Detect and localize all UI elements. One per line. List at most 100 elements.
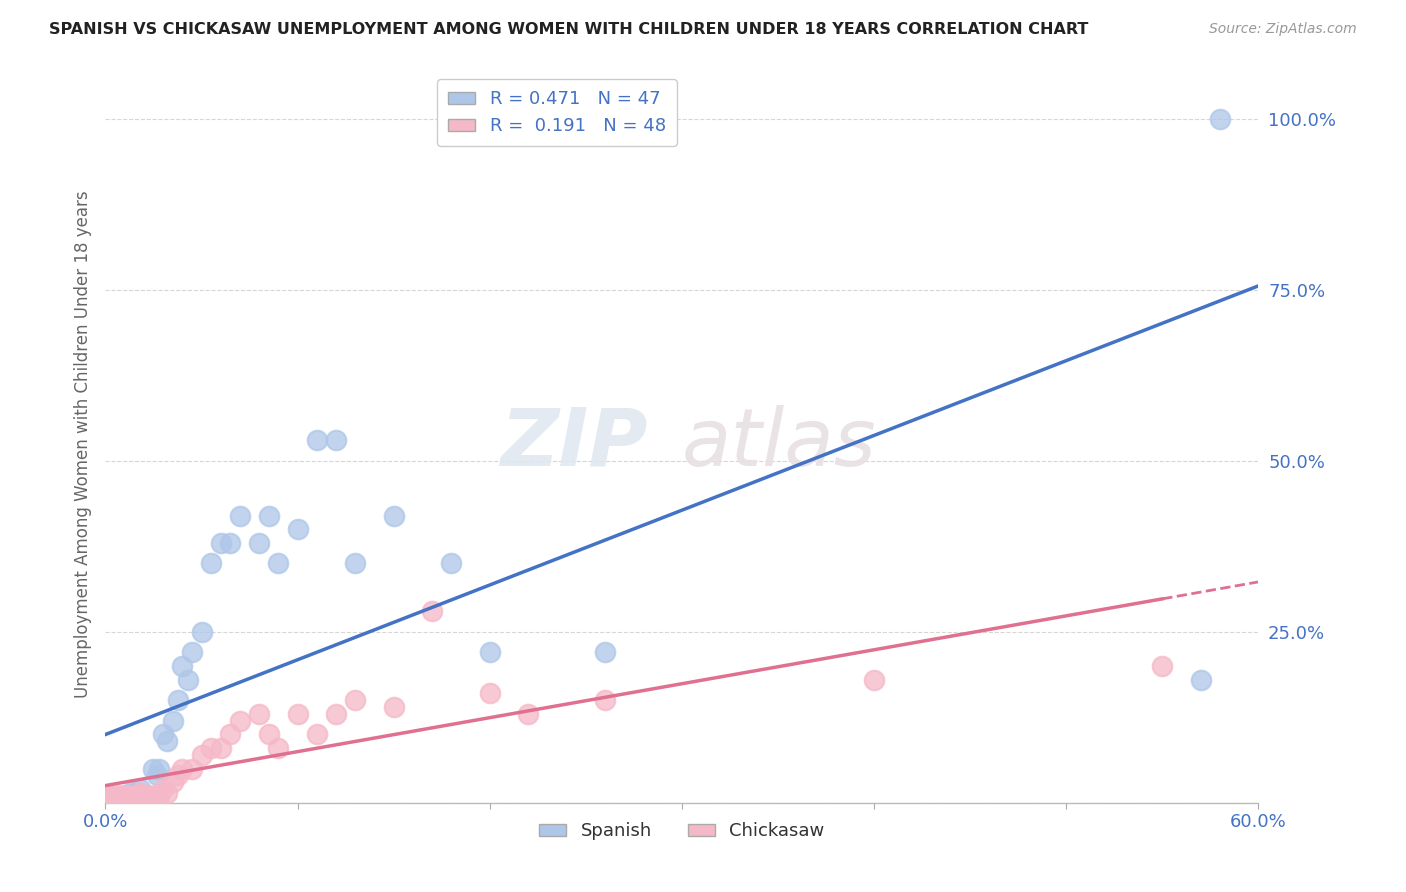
Text: atlas: atlas [682,405,877,483]
Point [111,789,134,803]
Point [131,789,153,803]
Point [124,789,146,803]
Point [146,768,169,782]
Point [100,789,122,803]
Point [420,604,443,618]
Point [305,727,328,741]
Point [148,789,170,803]
Point [138,789,160,803]
Point [124,789,146,803]
Point [156,786,179,800]
Point [98,789,121,803]
Point [100,789,122,803]
Point [382,508,405,523]
Point [177,673,200,687]
Point [162,775,184,789]
Point [136,789,159,803]
Point [180,762,204,776]
Point [267,741,290,756]
Point [344,693,367,707]
Point [167,693,190,707]
Text: SPANISH VS CHICKASAW UNEMPLOYMENT AMONG WOMEN WITH CHILDREN UNDER 18 YEARS CORRE: SPANISH VS CHICKASAW UNEMPLOYMENT AMONG … [49,22,1088,37]
Point [478,645,501,659]
Point [110,789,132,803]
Point [98,789,121,803]
Point [148,762,170,776]
Point [190,747,212,762]
Point [344,557,367,571]
Point [105,789,128,803]
Point [478,686,501,700]
Text: ZIP: ZIP [501,405,647,483]
Point [125,789,148,803]
Point [120,786,142,800]
Point [105,789,128,803]
Point [593,645,616,659]
Point [152,727,174,741]
Point [180,645,204,659]
Point [200,557,222,571]
Point [162,714,184,728]
Point [125,789,148,803]
Point [132,789,155,803]
Point [325,706,347,721]
Point [305,434,328,448]
Point [127,789,149,803]
Point [152,782,174,797]
Point [1152,659,1174,673]
Point [142,789,165,803]
Legend: Spanish, Chickasaw: Spanish, Chickasaw [531,815,832,847]
Point [104,789,127,803]
Point [287,706,309,721]
Point [101,789,124,803]
Point [190,624,212,639]
Point [267,557,290,571]
Point [111,789,134,803]
Text: Source: ZipAtlas.com: Source: ZipAtlas.com [1209,22,1357,37]
Point [440,557,463,571]
Point [1209,112,1232,126]
Point [219,536,242,550]
Point [325,434,347,448]
Point [247,706,270,721]
Point [136,789,159,803]
Point [863,673,886,687]
Point [593,693,616,707]
Y-axis label: Unemployment Among Women with Children Under 18 years: Unemployment Among Women with Children U… [73,190,91,698]
Point [1189,673,1212,687]
Point [132,789,155,803]
Point [117,789,139,803]
Point [127,786,149,800]
Point [257,727,280,741]
Point [172,762,194,776]
Point [229,714,252,728]
Point [200,741,222,756]
Point [114,789,136,803]
Point [138,789,160,803]
Point [115,789,138,803]
Point [382,700,405,714]
Point [108,789,131,803]
Point [287,522,309,536]
Point [257,508,280,523]
Point [129,786,152,800]
Point [517,706,540,721]
Point [129,782,152,797]
Point [108,789,131,803]
Point [115,789,138,803]
Point [209,536,232,550]
Point [229,508,252,523]
Point [172,659,194,673]
Point [219,727,242,741]
Point [209,741,232,756]
Point [156,734,179,748]
Point [101,789,124,803]
Point [110,789,132,803]
Point [120,789,142,803]
Point [167,768,190,782]
Point [247,536,270,550]
Point [142,762,165,776]
Point [104,789,127,803]
Point [146,789,169,803]
Point [114,789,136,803]
